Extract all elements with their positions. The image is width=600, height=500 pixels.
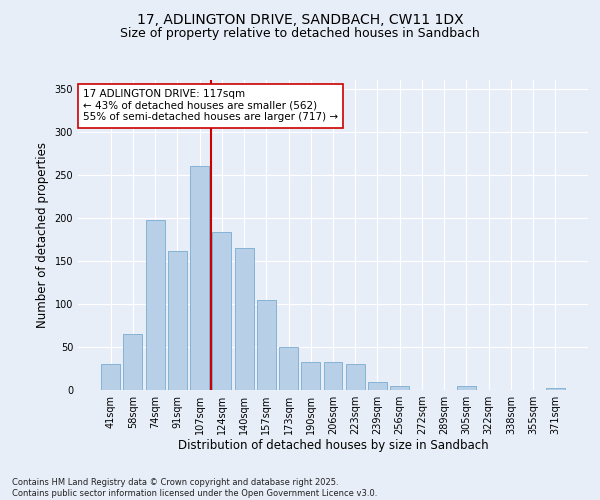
Bar (368, 382, 387, 390)
Text: Size of property relative to detached houses in Sandbach: Size of property relative to detached ho… (120, 28, 480, 40)
Bar (390, 386, 409, 390)
Bar (546, 388, 565, 390)
Text: Contains HM Land Registry data © Crown copyright and database right 2025.
Contai: Contains HM Land Registry data © Crown c… (12, 478, 377, 498)
Text: 17, ADLINGTON DRIVE, SANDBACH, CW11 1DX: 17, ADLINGTON DRIVE, SANDBACH, CW11 1DX (137, 12, 463, 26)
Bar (124, 334, 142, 390)
Bar (146, 220, 164, 390)
Bar (257, 300, 276, 390)
Bar (346, 364, 365, 390)
Bar (190, 166, 209, 390)
Bar (301, 362, 320, 390)
Bar (101, 364, 120, 390)
Bar (235, 248, 254, 390)
Text: 17 ADLINGTON DRIVE: 117sqm
← 43% of detached houses are smaller (562)
55% of sem: 17 ADLINGTON DRIVE: 117sqm ← 43% of deta… (83, 90, 338, 122)
Y-axis label: Number of detached properties: Number of detached properties (36, 142, 49, 328)
Bar (168, 250, 187, 390)
Bar (323, 362, 343, 390)
Bar (279, 347, 298, 390)
Bar (457, 386, 476, 390)
X-axis label: Distribution of detached houses by size in Sandbach: Distribution of detached houses by size … (178, 438, 488, 452)
Bar (212, 232, 231, 390)
